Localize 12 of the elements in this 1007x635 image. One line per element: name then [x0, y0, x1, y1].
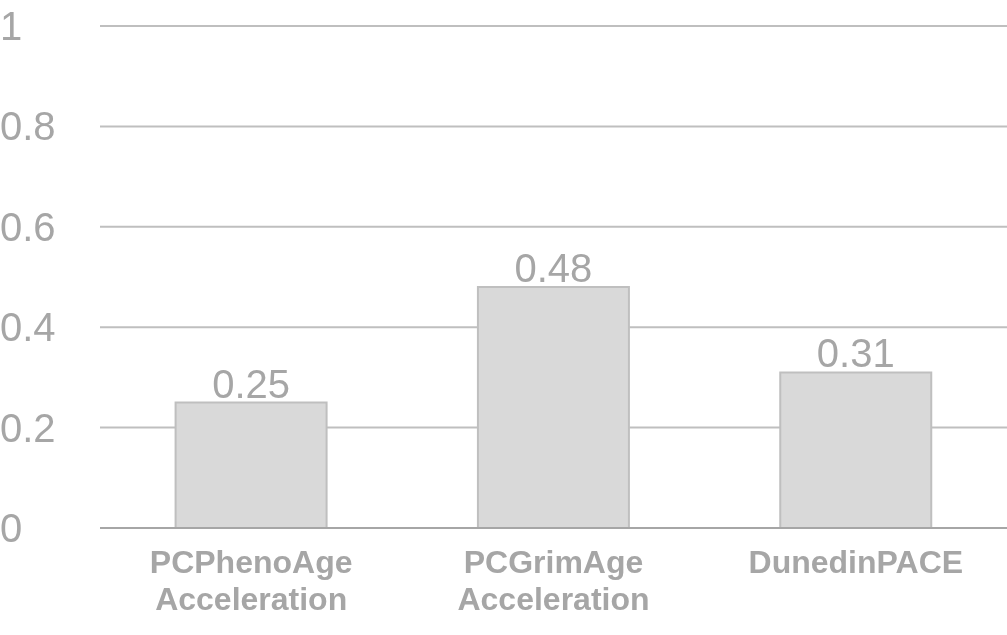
- y-tick-label: 1: [0, 4, 23, 48]
- y-tick-label: 0.2: [0, 405, 56, 450]
- x-tick-label: DunedinPACE: [748, 543, 964, 580]
- x-tick-label: PCGrimAge Acceleration: [457, 543, 650, 617]
- y-tick-label: 0.8: [0, 104, 56, 149]
- data-label: 0.48: [514, 246, 593, 291]
- x-tick-label: PCPhenoAge Acceleration: [149, 543, 353, 617]
- y-tick-label: 0.4: [0, 305, 56, 350]
- y-tick-label: 0.6: [0, 204, 56, 249]
- y-tick-label: 0: [0, 506, 23, 550]
- data-label: 0.31: [816, 331, 895, 376]
- data-label: 0.25: [212, 361, 291, 406]
